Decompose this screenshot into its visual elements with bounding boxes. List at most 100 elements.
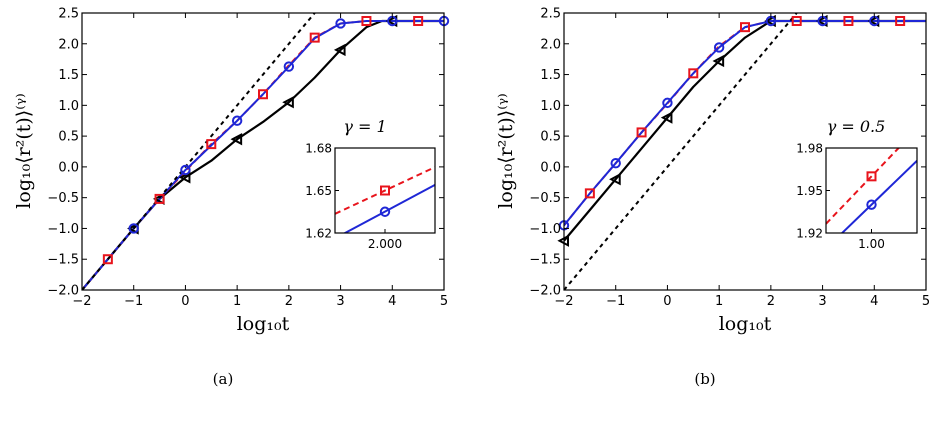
panel-b-series-1-marker-6 — [895, 16, 906, 27]
panel-a-ticks: −2 −1 0 1 2 3 4 5 −2.0 −1.5 −1.0 −0.5 0.0 0.5 1.0 1.5 2.… — [47, 7, 448, 310]
panel-a-series-1-marker-6 — [413, 16, 424, 27]
panel-b-ytick-label: 1.0 — [540, 99, 561, 114]
panel-a-xtick-label: 0 — [181, 294, 189, 309]
panel-a-xtick-label: 1 — [233, 294, 241, 309]
panel-b-inset-blue-line — [840, 160, 917, 233]
panel-b-ytick-label: 2.0 — [540, 37, 561, 52]
panel-a-inset-ytick-label: 1.68 — [305, 142, 332, 156]
panel-a-xtick-label: 3 — [336, 294, 344, 309]
panel-a-ytick-label: −0.5 — [47, 191, 79, 206]
panel-b-series-0-marker-3 — [712, 54, 725, 68]
panel-b: −2 −1 0 1 2 3 4 5 −2.0 −1.5 −1.0 −0.5 0.0 0.5 1.0 1.5 2.… — [495, 7, 930, 389]
panel-a-inset-red-marker — [380, 185, 390, 196]
panel-a-series-1-marker-3 — [258, 89, 268, 100]
panel-b-frame — [563, 12, 927, 291]
panel-a-ytick-label: −1.5 — [47, 253, 79, 268]
panel-b-inset-ytick-label: 1.98 — [796, 142, 823, 156]
panel-b-ticks: −2 −1 0 1 2 3 4 5 −2.0 −1.5 −1.0 −0.5 0.0 0.5 1.0 1.5 2.… — [529, 7, 930, 310]
panel-b-ytick-label: 0.0 — [540, 160, 561, 175]
panel-b-xtick-label: −1 — [606, 294, 625, 309]
panel-b-inset-red-line — [826, 148, 901, 225]
panel-a-series-2-marker-3 — [283, 61, 295, 72]
panel-a-series — [82, 13, 450, 290]
panel-b-ytick-label: 0.5 — [540, 130, 561, 145]
panel-a-caption: (a) — [213, 370, 234, 388]
panel-b-series-1-marker-2 — [688, 68, 699, 79]
panel-a-series-1-marker-5 — [361, 16, 372, 27]
panel-b-series-2-marker-2 — [662, 97, 673, 109]
panel-b-series-0-marker-2 — [660, 111, 673, 124]
panel-a-series-2-marker-1 — [180, 164, 191, 176]
panel-b-inset-blue-marker — [866, 199, 877, 210]
panel-b-inset-xtick-label: 1.00 — [858, 237, 885, 251]
panel-b-ytick-label: 2.5 — [540, 7, 561, 22]
panel-a-ytick-label: 1.0 — [58, 99, 79, 114]
panel-a-series-1-marker-2 — [206, 139, 217, 150]
panel-b-xtick-label: 0 — [663, 294, 671, 309]
panel-a-xtick-label: 4 — [388, 294, 396, 309]
panel-b-xtick-label: 2 — [767, 294, 775, 309]
panel-a-xlabel: log₁₀t — [237, 313, 290, 335]
panel-b-inset-red-marker — [866, 171, 877, 182]
panel-a-ytick-label: 0.0 — [58, 160, 79, 175]
panel-a-ytick-label: 0.5 — [58, 130, 79, 145]
panel-b-series-3-line — [564, 13, 798, 290]
panel-b-xtick-label: −2 — [554, 294, 573, 309]
panel-a-ytick-label: 1.5 — [58, 68, 79, 83]
panel-a-annotation: γ = 1 — [343, 117, 386, 136]
panel-b-inset-ytick-label: 1.92 — [796, 227, 823, 241]
panel-b-series-2-marker-1 — [610, 157, 621, 169]
panel-a-inset: 1.62 1.65 1.68 2.000 — [305, 142, 436, 251]
panel-b-ylabel: log₁₀⟨r²(t)⟩⁽ᵞ⁾ — [495, 93, 517, 208]
panel-b-series-1-marker-1 — [636, 127, 647, 138]
panel-a-series-1-marker-4 — [309, 32, 320, 43]
panel-a-inset-blue-line — [342, 183, 435, 233]
panel-b-series-2-marker-3 — [713, 42, 725, 53]
panel-b-inset-ytick-label: 1.95 — [796, 184, 823, 198]
panel-b-ytick-label: −0.5 — [529, 191, 561, 206]
panel-a-xtick-label: 5 — [440, 294, 448, 309]
panel-b-xlabel: log₁₀t — [719, 313, 772, 335]
panel-b-inset-bg — [826, 148, 917, 233]
panel-a-ytick-label: −2.0 — [47, 284, 79, 299]
panel-b-series-1-marker-5 — [843, 16, 854, 27]
panel-a-ytick-label: 2.0 — [58, 37, 79, 52]
panel-a-series-0-marker-4 — [282, 96, 294, 109]
panel-b-xtick-label: 5 — [922, 294, 930, 309]
panel-a: −2 −1 0 1 2 3 4 5 −2.0 −1.5 −1.0 −0.5 0.0 0.5 1.0 1.5 2.… — [13, 7, 450, 388]
panel-a-frame — [81, 12, 445, 291]
panel-a-series-2-marker-2 — [231, 115, 243, 126]
panel-a-series-1-marker-1 — [154, 193, 165, 204]
panel-b-ytick-label: −1.0 — [529, 222, 561, 237]
panel-b-series-2-line — [564, 20, 926, 226]
panel-a-inset-ytick-label: 1.65 — [305, 184, 332, 198]
panel-a-inset-xtick-label: 2.000 — [368, 237, 402, 251]
panel-b-inset: 1.92 1.95 1.98 1.00 — [796, 142, 918, 251]
panel-b-series-1-marker-3 — [740, 22, 750, 33]
panel-b-annotation: γ = 0.5 — [827, 117, 886, 136]
panel-a-xtick-label: −2 — [72, 294, 91, 309]
panel-a-series-2-marker-0 — [128, 223, 139, 234]
panel-a-inset-blue-marker — [379, 206, 391, 217]
panel-a-series-0-marker-5 — [333, 43, 346, 57]
panel-a-series-0-marker-3 — [230, 133, 243, 146]
panel-a-ytick-label: −1.0 — [47, 222, 79, 237]
panel-b-ytick-label: −2.0 — [529, 284, 561, 299]
panel-b-ytick-label: −1.5 — [529, 253, 561, 268]
panel-a-xtick-label: 2 — [285, 294, 293, 309]
panel-b-series-1-marker-0 — [584, 188, 595, 199]
panel-b-xtick-label: 4 — [870, 294, 878, 309]
panel-b-series-1-marker-4 — [791, 16, 802, 27]
panel-a-xtick-label: −1 — [124, 294, 143, 309]
panel-a-series-1-marker-0 — [102, 254, 113, 265]
panel-a-series-2-line — [82, 20, 444, 290]
panel-a-inset-red-line — [335, 166, 435, 215]
panel-a-series-2-marker-4 — [335, 18, 346, 29]
panel-b-ytick-label: 1.5 — [540, 68, 561, 83]
panel-b-xtick-label: 1 — [715, 294, 723, 309]
panel-b-series — [557, 13, 926, 290]
panel-b-xtick-label: 3 — [818, 294, 826, 309]
panel-a-ytick-label: 2.5 — [58, 7, 79, 22]
panel-b-series-0-marker-1 — [609, 173, 621, 186]
